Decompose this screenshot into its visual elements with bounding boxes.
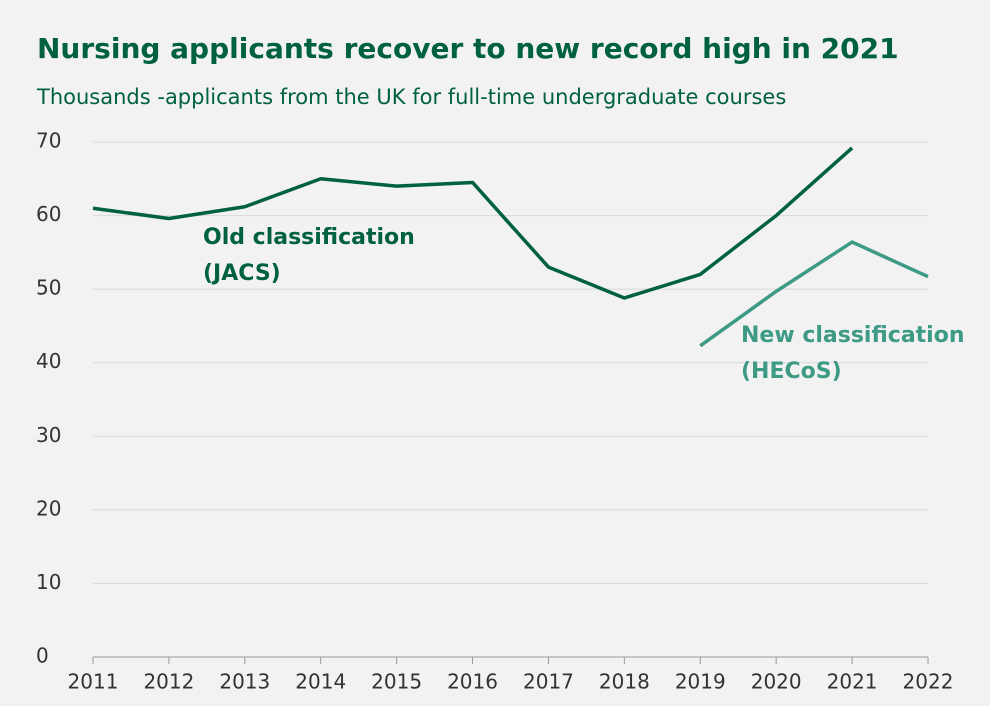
y-tick-label: 0 — [36, 644, 49, 668]
x-tick-label: 2011 — [68, 670, 119, 694]
x-tick-label: 2016 — [447, 670, 498, 694]
x-tick-label: 2013 — [219, 670, 270, 694]
y-tick-label: 40 — [36, 349, 61, 373]
x-tick-label: 2022 — [903, 670, 954, 694]
series-line — [699, 240, 929, 348]
x-tick-label: 2017 — [523, 670, 574, 694]
y-tick-label: 60 — [36, 202, 61, 226]
x-tick-label: 2015 — [371, 670, 422, 694]
y-tick-label: 20 — [36, 496, 61, 520]
y-tick-label: 70 — [36, 129, 61, 153]
annotation: New classification — [741, 323, 965, 348]
x-tick-label: 2020 — [751, 670, 802, 694]
annotation: (JACS) — [203, 261, 281, 286]
x-tick-label: 2021 — [827, 670, 878, 694]
y-tick-label: 10 — [36, 570, 61, 594]
x-tick-label: 2012 — [143, 670, 194, 694]
annotation: (HECoS) — [741, 359, 842, 384]
chart-title: Nursing applicants recover to new record… — [37, 32, 899, 65]
y-tick-label: 30 — [36, 423, 61, 447]
chart-subtitle: Thousands -applicants from the UK for fu… — [36, 85, 786, 109]
x-tick-label: 2014 — [295, 670, 346, 694]
x-tick-label: 2018 — [599, 670, 650, 694]
x-tick-label: 2019 — [675, 670, 726, 694]
annotation: Old classification — [203, 225, 415, 250]
y-tick-label: 50 — [36, 276, 61, 300]
series-line — [92, 146, 854, 300]
